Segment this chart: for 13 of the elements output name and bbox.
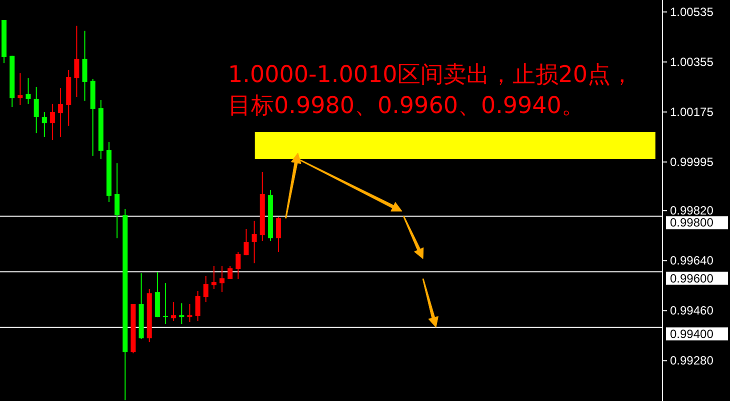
y-tick-label: 1.00355	[670, 54, 714, 69]
ref-line-label: 0.99800	[670, 216, 714, 230]
y-tick-label: 0.99640	[670, 254, 714, 268]
y-tick-label: 0.99820	[670, 204, 714, 218]
ref-line-label: 0.99600	[670, 271, 714, 286]
y-tick-label: 0.99460	[670, 304, 714, 318]
y-tick-label: 1.00535	[670, 4, 714, 19]
y-tick-label: 1.00175	[670, 104, 714, 119]
ref-line-label: 0.99400	[670, 326, 714, 341]
annotation: 目标0.9980、0.9960、0.9940。	[228, 93, 584, 119]
annotation: 1.0000-1.0010区间卖出，止损20点，	[228, 62, 634, 88]
y-tick-label: 0.99280	[670, 354, 714, 368]
y-tick-label: 0.99995	[670, 155, 714, 170]
